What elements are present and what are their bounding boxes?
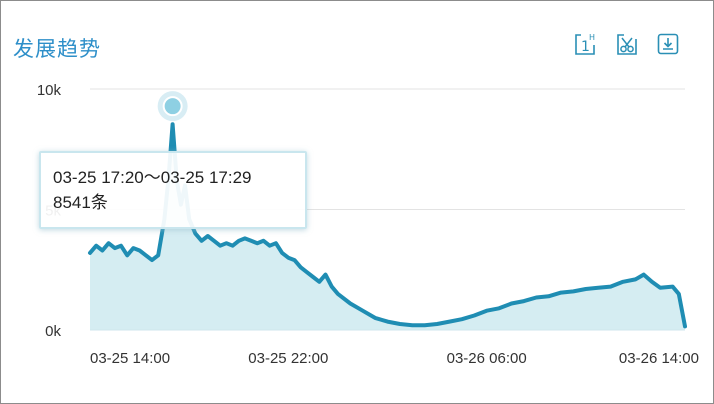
granularity-number: 1: [581, 39, 590, 55]
panel-title: 发展趋势: [13, 37, 101, 61]
x-tick-label: 03-26 06:00: [447, 350, 527, 367]
download-button[interactable]: [656, 31, 680, 57]
series-area: [90, 124, 685, 330]
granularity-hour-icon: 1 H: [575, 33, 595, 55]
y-tick-label: 0k: [45, 323, 61, 340]
scissors-icon: [617, 34, 637, 55]
granularity-unit: H: [589, 33, 595, 42]
y-tick-label: 10k: [37, 82, 62, 99]
hour-granularity-button[interactable]: 1 H: [573, 31, 597, 57]
x-tick-label: 03-26 14:00: [619, 350, 699, 367]
tooltip-time-range: 03-25 17:20～03-25 17:29: [53, 168, 252, 187]
tooltip-value: 8541条: [53, 193, 108, 212]
download-icon: [657, 33, 679, 55]
highlight-point: [162, 96, 183, 117]
x-tick-label: 03-25 14:00: [90, 350, 170, 367]
crop-button[interactable]: [615, 31, 639, 57]
x-tick-label: 03-25 22:00: [248, 350, 328, 367]
chart-tooltip: 03-25 17:20～03-25 17:29 8541条: [39, 151, 307, 229]
